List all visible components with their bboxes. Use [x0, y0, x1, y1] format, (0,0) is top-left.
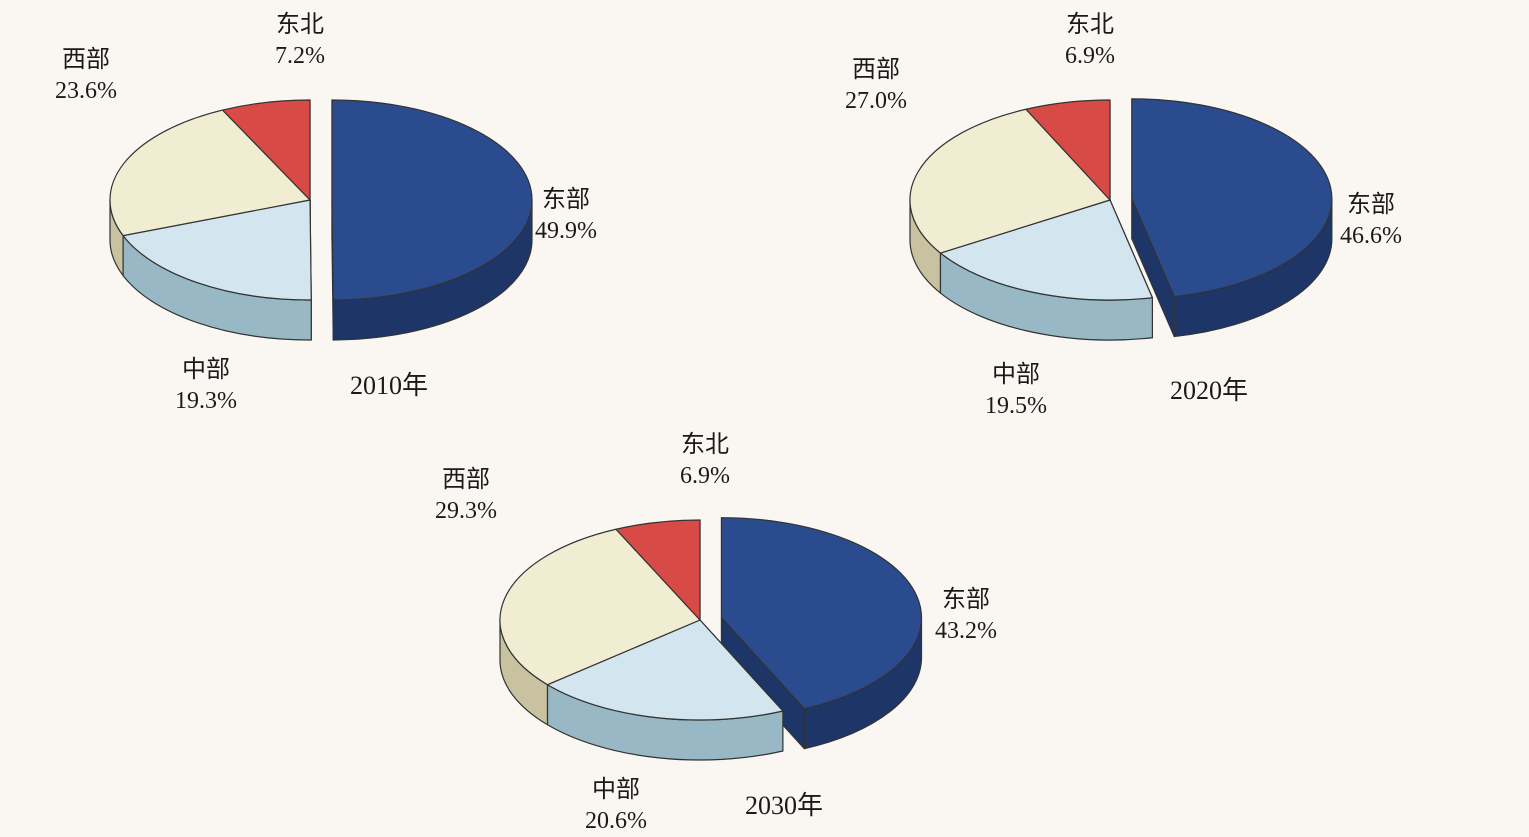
pie-label-中部: 中部20.6% — [585, 775, 647, 837]
chart2020-title: 2020年 — [1170, 370, 1248, 407]
pie-label-中部-value: 19.3% — [175, 386, 237, 417]
pie-label-西部-name: 西部 — [845, 55, 907, 86]
pie-label-东北-value: 7.2% — [275, 41, 325, 72]
pie-label-东部: 东部49.9% — [535, 185, 597, 247]
pie-label-西部-name: 西部 — [55, 45, 117, 76]
pie-label-东部: 东部46.6% — [1340, 190, 1402, 252]
pie-label-东北-value: 6.9% — [1065, 41, 1115, 72]
pie-label-东北: 东北6.9% — [680, 430, 730, 492]
pie-label-东部-value: 43.2% — [935, 616, 997, 647]
chart2010-title: 2010年 — [350, 365, 428, 402]
pie-label-中部: 中部19.5% — [985, 360, 1047, 422]
pie-label-中部-name: 中部 — [175, 355, 237, 386]
pie-label-中部-name: 中部 — [985, 360, 1047, 391]
pie-label-东部-value: 46.6% — [1340, 221, 1402, 252]
pie-label-东部-value: 49.9% — [535, 216, 597, 247]
chart2030-title: 2030年 — [745, 785, 823, 822]
pie-label-东北: 东北7.2% — [275, 10, 325, 72]
pie-label-东北: 东北6.9% — [1065, 10, 1115, 72]
pie-label-东北-value: 6.9% — [680, 461, 730, 492]
chart2010 — [110, 100, 532, 340]
pie-label-东北-name: 东北 — [1065, 10, 1115, 41]
pie-label-东北-name: 东北 — [680, 430, 730, 461]
pie-label-西部: 西部27.0% — [845, 55, 907, 117]
pie-label-东部-name: 东部 — [1340, 190, 1402, 221]
pie-label-西部-value: 23.6% — [55, 76, 117, 107]
pie-label-中部-value: 19.5% — [985, 391, 1047, 422]
pie-label-中部: 中部19.3% — [175, 355, 237, 417]
pie-label-东部: 东部43.2% — [935, 585, 997, 647]
pie-label-中部-name: 中部 — [585, 775, 647, 806]
chart2020 — [910, 99, 1332, 340]
pie-label-西部: 西部29.3% — [435, 465, 497, 527]
pie-label-西部-value: 27.0% — [845, 86, 907, 117]
pie-label-西部-value: 29.3% — [435, 496, 497, 527]
pie-label-东部-name: 东部 — [535, 185, 597, 216]
pie-label-东部-name: 东部 — [935, 585, 997, 616]
pie-label-中部-value: 20.6% — [585, 806, 647, 837]
pie-label-西部: 西部23.6% — [55, 45, 117, 107]
pie-label-东北-name: 东北 — [275, 10, 325, 41]
chart2030 — [500, 518, 922, 760]
pie-label-西部-name: 西部 — [435, 465, 497, 496]
